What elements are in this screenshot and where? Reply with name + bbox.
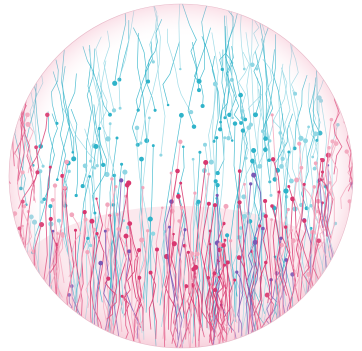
- circuit-node: [18, 62, 24, 68]
- circuit-node: [26, 88, 31, 93]
- circuit-node: [330, 84, 336, 90]
- sphere-outline: [8, 3, 354, 349]
- circuit-node: [9, 107, 11, 112]
- circuit-node: [20, 97, 25, 101]
- circuit-node: [339, 266, 344, 272]
- circuit-node: [11, 114, 17, 120]
- circuit-trace: [331, 268, 342, 329]
- circuit-trace: [9, 109, 11, 184]
- circuit-node: [335, 288, 339, 292]
- circuit-trace: [13, 237, 24, 328]
- circuit-trace: [336, 289, 345, 348]
- circuit-node: [45, 285, 49, 290]
- circuit-node: [11, 249, 16, 254]
- circuit-trace: [12, 250, 30, 344]
- circuit-trace: [319, 277, 326, 348]
- circuit-node: [355, 83, 358, 86]
- circuit-node: [20, 93, 25, 98]
- circuit-trace: [307, 286, 317, 347]
- circuit-node: [15, 78, 20, 82]
- circuit-trace: [34, 287, 48, 348]
